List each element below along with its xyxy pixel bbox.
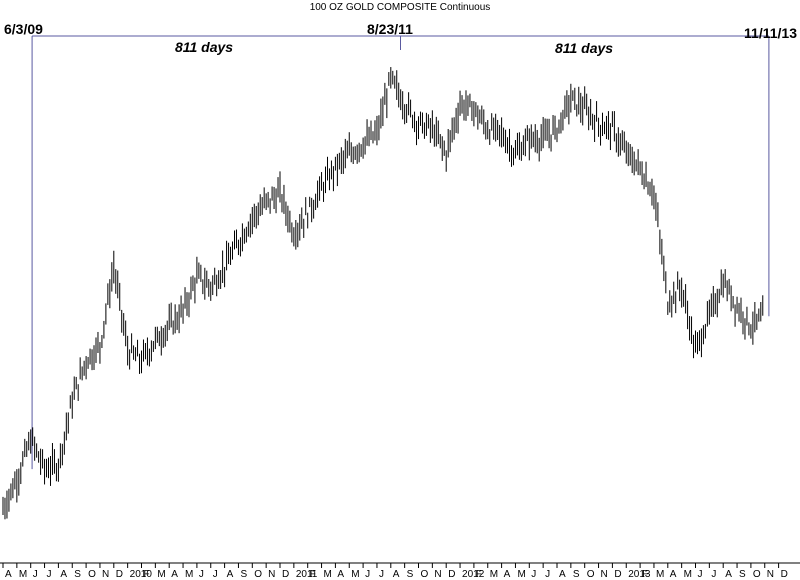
- x-tick-label: M: [684, 569, 692, 580]
- x-tick-label: A: [171, 569, 178, 580]
- x-tick-label: M: [490, 569, 498, 580]
- x-tick-label: O: [587, 569, 595, 580]
- x-tick-label: 2012: [462, 569, 485, 580]
- x-tick-label: A: [725, 569, 732, 580]
- x-tick-label: J: [545, 569, 550, 580]
- x-tick-label: 2013: [628, 569, 651, 580]
- x-tick-label: O: [88, 569, 96, 580]
- x-tick-label: 2011: [296, 569, 318, 580]
- x-tick-label: J: [33, 569, 38, 580]
- x-tick-label: A: [559, 569, 566, 580]
- x-tick-label: D: [781, 569, 788, 580]
- x-tick-label: M: [19, 569, 27, 580]
- x-tick-label: S: [240, 569, 247, 580]
- x-tick-label: F: [642, 569, 648, 580]
- right-span-label: 811 days: [555, 40, 613, 56]
- x-tick-label: S: [739, 569, 746, 580]
- x-tick-label: 2010: [130, 569, 153, 580]
- x-tick-label: N: [268, 569, 275, 580]
- x-tick-label: O: [753, 569, 761, 580]
- end-date-label: 11/11/13: [744, 25, 797, 41]
- x-tick-label: J: [531, 569, 536, 580]
- chart-title: 100 OZ GOLD COMPOSITE Continuous: [310, 2, 491, 13]
- x-tick-label: M: [157, 569, 165, 580]
- left-span-label: 811 days: [175, 39, 233, 55]
- span-brackets: [31, 35, 770, 470]
- x-tick-label: A: [670, 569, 677, 580]
- x-tick-label: D: [116, 569, 123, 580]
- price-bars: [2, 67, 764, 520]
- x-tick-label: O: [421, 569, 429, 580]
- x-tick-label: N: [434, 569, 441, 580]
- x-tick-label: D: [282, 569, 289, 580]
- x-tick-label: J: [698, 569, 703, 580]
- peak-date-label: 8/23/11: [367, 21, 413, 37]
- x-tick-label: J: [199, 569, 204, 580]
- x-tick-label: N: [102, 569, 109, 580]
- x-tick-label: M: [517, 569, 525, 580]
- x-tick-label: N: [601, 569, 608, 580]
- x-tick-label: M: [656, 569, 664, 580]
- x-tick-label: D: [448, 569, 455, 580]
- x-tick-label: F: [310, 569, 316, 580]
- x-tick-label: D: [614, 569, 621, 580]
- x-tick-label: J: [379, 569, 384, 580]
- x-tick-label: F: [476, 569, 482, 580]
- x-tick-label: J: [213, 569, 218, 580]
- x-tick-label: S: [573, 569, 580, 580]
- x-tick-label: A: [504, 569, 511, 580]
- x-tick-label: J: [711, 569, 716, 580]
- x-tick-label: J: [365, 569, 370, 580]
- x-tick-label: M: [324, 569, 332, 580]
- x-tick-label: N: [767, 569, 774, 580]
- x-tick-label: F: [144, 569, 150, 580]
- x-tick-label: A: [60, 569, 67, 580]
- x-tick-label: A: [393, 569, 400, 580]
- x-tick-label: M: [185, 569, 193, 580]
- x-tick-label: S: [407, 569, 414, 580]
- x-tick-label: J: [47, 569, 52, 580]
- start-date-label: 6/3/09: [4, 21, 43, 37]
- x-tick-label: A: [337, 569, 344, 580]
- x-tick-label: O: [254, 569, 262, 580]
- x-tick-label: S: [74, 569, 81, 580]
- x-tick-label: A: [227, 569, 234, 580]
- x-tick-label: M: [351, 569, 359, 580]
- x-tick-label: A: [5, 569, 12, 580]
